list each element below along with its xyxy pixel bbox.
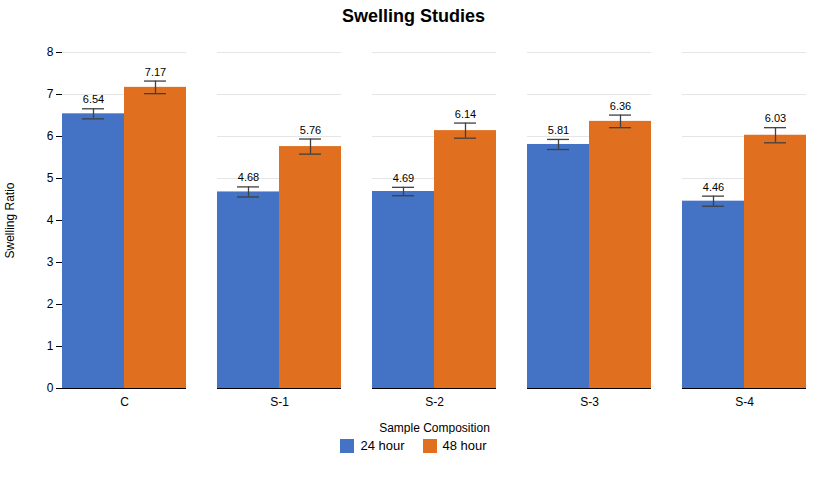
html-text:24 hour: 24 hour bbox=[360, 438, 405, 453]
svg-text:6.14: 6.14 bbox=[455, 108, 476, 120]
svg-text:6.03: 6.03 bbox=[765, 112, 786, 124]
svg-text:Sample Composition: Sample Composition bbox=[379, 421, 490, 435]
svg-text:Swelling Ratio: Swelling Ratio bbox=[3, 182, 17, 258]
svg-text:4.46: 4.46 bbox=[703, 181, 724, 193]
svg-text:8: 8 bbox=[47, 45, 54, 59]
svg-text:S-4: S-4 bbox=[735, 395, 754, 409]
svg-text:S-1: S-1 bbox=[270, 395, 289, 409]
svg-text:3: 3 bbox=[47, 255, 54, 269]
svg-text:7.17: 7.17 bbox=[145, 66, 166, 78]
svg-text:7: 7 bbox=[47, 87, 54, 101]
svg-text:4: 4 bbox=[47, 213, 54, 227]
svg-text:4.68: 4.68 bbox=[238, 171, 259, 183]
svg-text:6: 6 bbox=[47, 129, 54, 143]
svg-text:2: 2 bbox=[47, 297, 54, 311]
svg-text:1: 1 bbox=[47, 339, 54, 353]
svg-text:4.69: 4.69 bbox=[393, 172, 414, 184]
svg-text:S-3: S-3 bbox=[580, 395, 599, 409]
svg-text:5: 5 bbox=[47, 171, 54, 185]
html-text:48 hour: 48 hour bbox=[442, 438, 487, 453]
html-text:Swelling Studies: Swelling Studies bbox=[342, 6, 485, 26]
svg-text:C: C bbox=[120, 395, 129, 409]
svg-text:5.81: 5.81 bbox=[548, 124, 569, 136]
svg-text:6.54: 6.54 bbox=[83, 93, 104, 105]
svg-text:0: 0 bbox=[47, 381, 54, 395]
svg-text:5.76: 5.76 bbox=[300, 124, 321, 136]
svg-text:S-2: S-2 bbox=[425, 395, 444, 409]
svg-text:6.36: 6.36 bbox=[610, 100, 631, 112]
